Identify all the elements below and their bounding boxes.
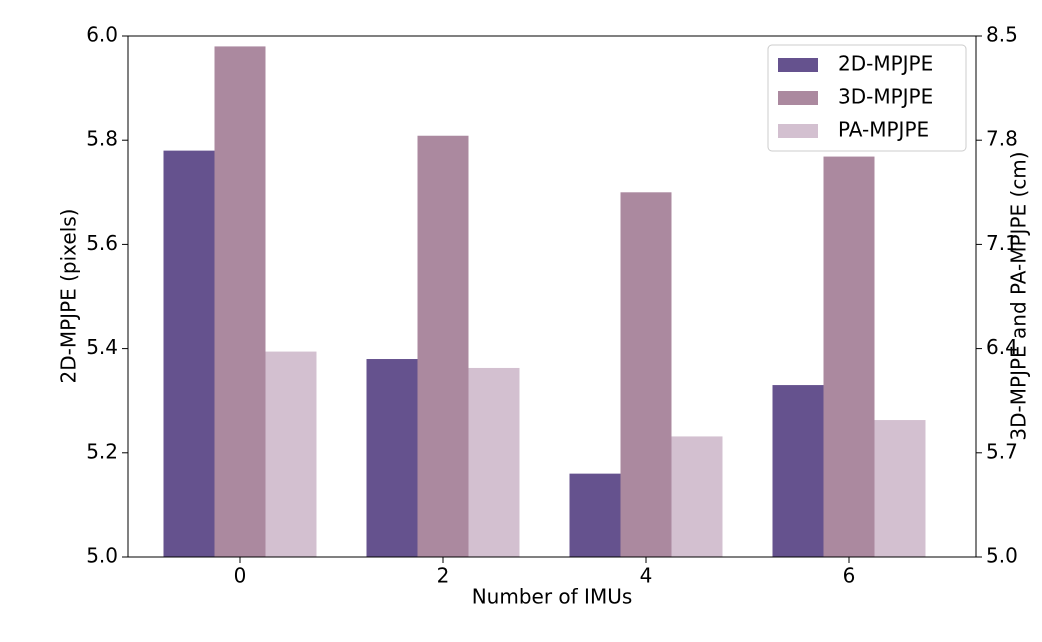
- legend-swatch: [778, 91, 818, 105]
- y-tick-label: 6.0: [86, 23, 118, 47]
- bar: [214, 46, 266, 558]
- y-tick-label: 5.6: [86, 231, 118, 255]
- legend-swatch: [778, 124, 818, 138]
- y-tick-label: 5.0: [86, 544, 118, 568]
- legend-swatch: [778, 58, 818, 72]
- y-tick-label: 5.8: [86, 127, 118, 151]
- bar: [823, 156, 875, 557]
- y2-axis-label: 3D-MPJPE and PA-MPJPE (cm): [1007, 151, 1031, 440]
- bar: [671, 436, 723, 557]
- bar: [874, 420, 926, 557]
- y2-tick-label: 5.0: [986, 544, 1018, 568]
- legend-label: 2D-MPJPE: [838, 52, 933, 76]
- plot-frame: [127, 35, 977, 558]
- bar: [468, 367, 520, 557]
- y2-tick-label: 8.5: [986, 23, 1018, 47]
- bar: [163, 150, 215, 557]
- y2-tick-label: 6.4: [986, 335, 1018, 359]
- y-tick-label: 5.4: [86, 335, 118, 359]
- bar: [366, 359, 418, 557]
- y-tick-label: 5.2: [86, 439, 118, 463]
- x-tick-label: 4: [640, 564, 653, 588]
- x-tick-label: 6: [843, 564, 856, 588]
- legend-label: 3D-MPJPE: [838, 85, 933, 109]
- x-tick-label: 2: [437, 564, 450, 588]
- bar: [569, 473, 621, 557]
- bar: [620, 192, 672, 558]
- x-tick-label: 0: [234, 564, 247, 588]
- bar: [772, 385, 824, 557]
- legend-label: PA-MPJPE: [838, 118, 929, 142]
- y-axis-label: 2D-MPJPE (pixels): [57, 209, 81, 384]
- y2-tick-label: 7.1: [986, 231, 1018, 255]
- bar: [417, 135, 469, 557]
- y2-tick-label: 5.7: [986, 439, 1018, 463]
- x-axis-label: Number of IMUs: [472, 585, 633, 609]
- y2-tick-label: 7.8: [986, 127, 1018, 151]
- bar: [265, 351, 317, 557]
